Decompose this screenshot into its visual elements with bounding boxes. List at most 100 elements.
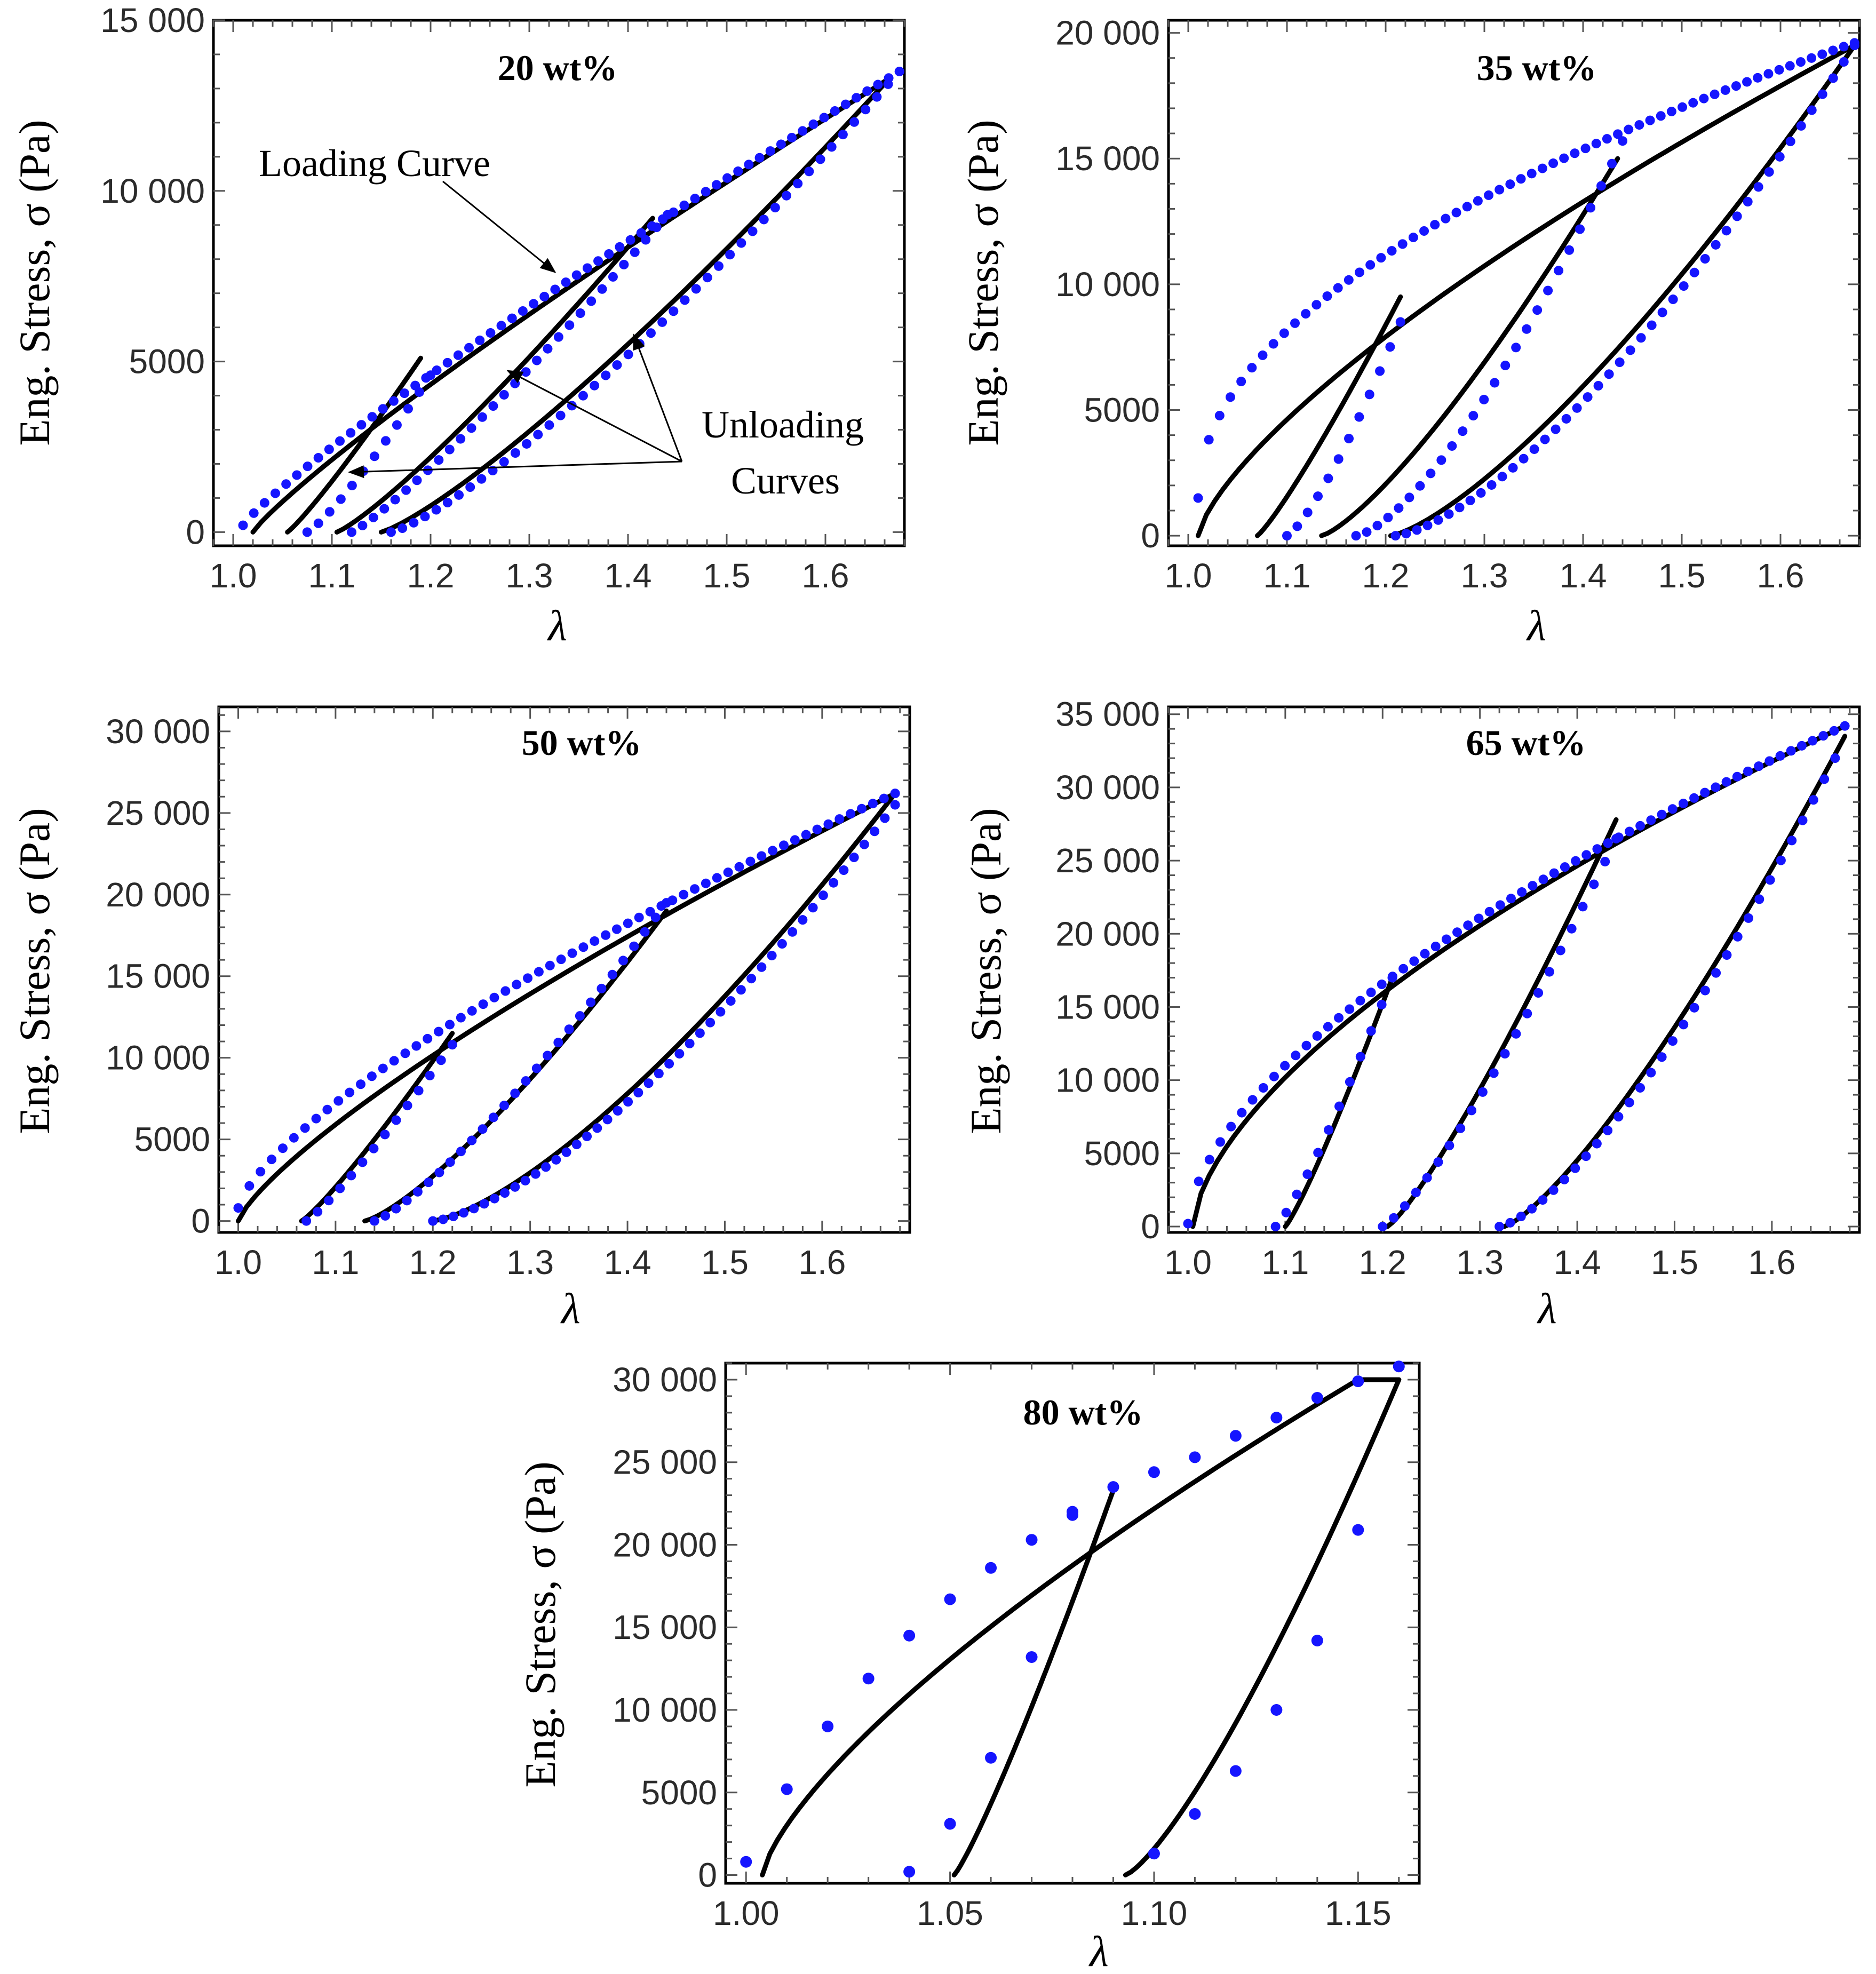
x-tick-label: 1.6 [1748,1243,1795,1281]
data-point [1578,902,1588,912]
data-point [478,1124,488,1134]
data-point [1732,932,1743,942]
y-tick-label: 15 000 [1055,139,1160,178]
data-point [1527,169,1537,179]
data-point [1268,339,1278,349]
data-point [391,1204,401,1214]
data-point [613,1105,623,1116]
data-point [597,983,607,993]
data-point [1292,521,1302,531]
y-tick-label: 20 000 [1055,14,1160,52]
y-tick-label: 35 000 [1055,695,1160,734]
x-axis-label: λ [1526,601,1546,650]
data-point [1495,185,1505,195]
data-point [442,357,452,368]
data-point [1270,1412,1283,1424]
plot-frame [212,19,906,547]
x-tick-label: 1.1 [308,556,356,595]
panel-35wt: 1.0 1.1 1.2 1.3 1.4 1.5 1.6 0 5000 10 000 15 000 2… [959,14,1861,650]
experimental-points [1193,38,1859,541]
data-point [1571,856,1581,866]
data-point [1744,913,1754,923]
data-point [1026,1651,1038,1663]
x-tick-label: 1.00 [713,1894,780,1932]
data-point [1754,894,1764,904]
y-tick-label: 10 000 [100,172,205,210]
data-point [740,1856,752,1868]
data-point [640,927,650,937]
data-point [1385,342,1395,352]
data-point [1395,317,1405,327]
x-axis-label: λ [1088,1927,1109,1974]
data-point [695,1028,705,1038]
y-tick-label: 10 000 [1055,1061,1160,1100]
x-axis-label: λ [547,601,567,650]
data-point [685,1038,695,1048]
data-point [1743,766,1753,776]
data-point [857,803,867,814]
data-point [861,105,871,115]
data-point [479,1199,489,1209]
data-point [1301,1040,1311,1050]
data-point [608,272,618,282]
data-point [1543,285,1553,296]
data-point [1635,821,1646,831]
data-point [1829,726,1839,736]
data-point [1441,213,1451,224]
data-point [403,404,413,414]
data-point [849,117,860,127]
data-point [1383,512,1393,522]
data-point [840,99,850,109]
loading-model-curve [1190,723,1848,1229]
data-point [903,1866,916,1878]
data-point [1537,163,1547,173]
data-point [1548,1185,1559,1195]
data-point [890,800,900,810]
data-point [1699,93,1709,104]
data-point [530,1169,540,1179]
data-point [398,523,408,534]
data-point [593,256,603,266]
data-point [1624,1097,1634,1108]
data-point [651,222,662,233]
data-point [313,1207,323,1217]
data-point [870,826,880,837]
data-point [575,1011,585,1021]
data-point [447,1040,457,1050]
data-point [1067,1509,1078,1521]
data-point [534,967,544,977]
data-point [1720,85,1730,95]
data-point [1592,844,1602,854]
data-point [1412,525,1422,535]
data-point [259,498,269,508]
data-point [1291,1050,1301,1061]
data-point [1394,503,1404,513]
data-point [1462,202,1472,212]
data-point [582,263,592,273]
data-point [1345,1004,1355,1014]
data-point [1668,294,1678,305]
data-point [1312,1031,1322,1041]
data-point [1378,1222,1388,1232]
data-point [543,344,553,354]
data-point [611,924,622,934]
unloading-model-curve [951,1487,1116,1877]
data-point [578,942,589,952]
data-point [880,813,890,823]
data-point [311,1113,321,1124]
data-point [1615,357,1625,368]
data-point [369,1216,379,1226]
data-point [804,166,814,177]
data-point [500,986,511,996]
data-point [1355,267,1365,277]
data-point [345,1087,355,1097]
data-point [1473,196,1483,206]
data-point [736,238,746,248]
x-tick-label: 1.5 [1651,1243,1698,1281]
data-point [716,1007,726,1017]
data-point [868,799,878,809]
panel-50wt: 1.0 1.1 1.2 1.3 1.4 1.5 1.6 0 5000 10 000 15 000 2… [10,705,911,1333]
data-point [1689,1002,1699,1013]
data-point [879,793,889,803]
data-point [489,992,499,1002]
